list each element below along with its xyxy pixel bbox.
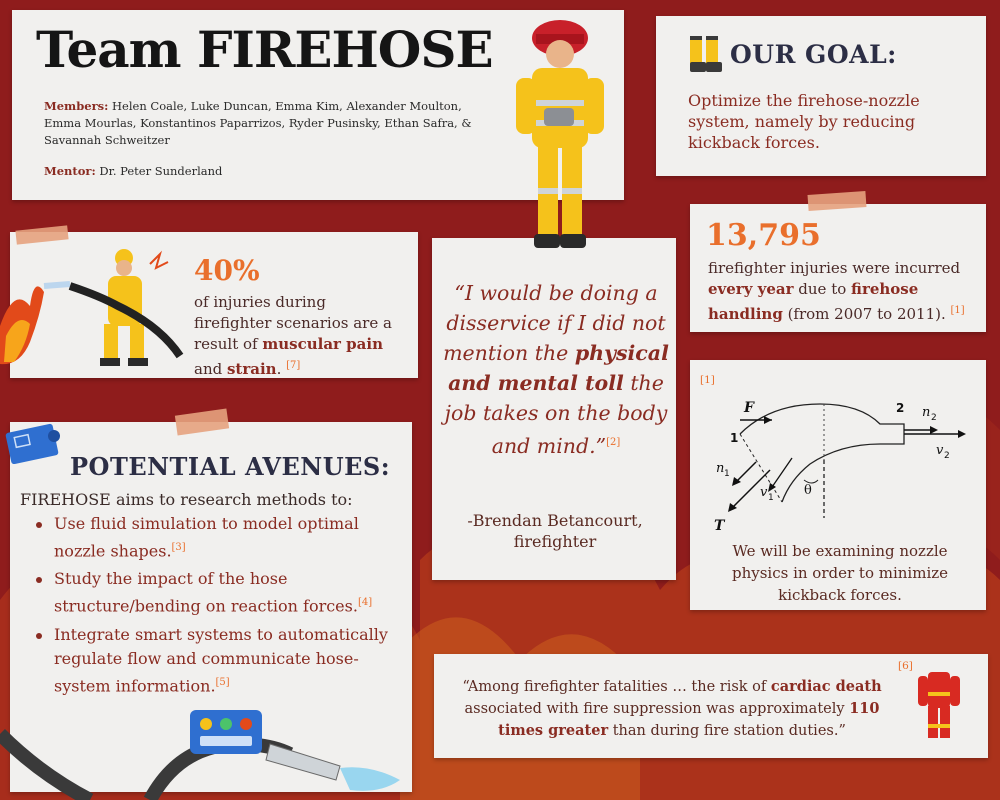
- n2-sub-label: 2: [931, 413, 937, 423]
- goal-text: Optimize the firehose-nozzle system, nam…: [688, 91, 920, 152]
- nozzle-ref: [1]: [700, 374, 715, 386]
- list-item: Integrate smart systems to automatically…: [36, 623, 404, 698]
- hose-firefighter-illustration: [0, 249, 184, 366]
- members-list: Helen Coale, Luke Duncan, Emma Kim, Alex…: [44, 99, 472, 147]
- point1-label: 1: [730, 431, 738, 445]
- avenues-title: POTENTIAL AVENUES:: [70, 452, 391, 481]
- list-item: Use fluid simulation to model optimal no…: [36, 512, 404, 563]
- v1-sub-label: 1: [768, 493, 774, 503]
- blueprint-icon: [5, 423, 60, 464]
- mentor-name: Dr. Peter Sunderland: [99, 164, 223, 178]
- muscular-stat-panel: [10, 232, 418, 378]
- quote-panel: [432, 238, 676, 580]
- mentor-text: Mentor: Dr. Peter Sunderland: [44, 164, 222, 178]
- page-title: Team FIREHOSE: [36, 20, 494, 79]
- nozzle-panel: [690, 360, 986, 610]
- cardiac-panel: [434, 654, 988, 758]
- members-text: Members: Helen Coale, Luke Duncan, Emma …: [44, 98, 484, 149]
- n1-sub-label: 1: [724, 469, 730, 479]
- v2-label: v: [936, 443, 944, 458]
- quote-author: -Brendan Betancourt, firefighter: [467, 511, 643, 551]
- v2-sub-label: 2: [944, 451, 950, 461]
- injuries-stat-value: 13,795: [706, 218, 821, 253]
- cardiac-ref: [6]: [898, 660, 913, 672]
- v1-label: v: [760, 485, 768, 500]
- point2-label: 2: [896, 401, 904, 415]
- theta-label: θ: [804, 483, 812, 498]
- n1-label: n: [716, 461, 724, 476]
- injuries-stat-text: firefighter injuries were incurred every…: [708, 259, 965, 323]
- members-label: Members:: [44, 99, 109, 113]
- muscular-stat-value: 40%: [194, 254, 260, 287]
- nozzle-diagram: F 1 2 n 2 v 2 n 1 v 1 θ T: [714, 400, 966, 534]
- n2-label: n: [922, 405, 930, 420]
- nozzle-caption: We will be examining nozzle physics in o…: [731, 542, 949, 604]
- injuries-stat-panel: [690, 204, 986, 332]
- mentor-label: Mentor:: [44, 164, 96, 178]
- list-item: Study the impact of the hose structure/b…: [36, 567, 404, 618]
- goal-title: OUR GOAL:: [730, 40, 897, 69]
- force-f-label: F: [743, 400, 755, 416]
- avenues-intro: FIREHOSE aims to research methods to:: [20, 490, 353, 509]
- smart-hose-illustration: [0, 710, 400, 800]
- tension-t-label: T: [714, 518, 726, 534]
- firefighter-quote: “I would be doing a disservice if I did …: [443, 281, 669, 458]
- muscular-stat-text: of injuries during firefighter scenarios…: [194, 293, 392, 378]
- firefighter-illustration: [516, 20, 604, 248]
- firesuit-icon: [918, 672, 960, 738]
- boots-icon: [690, 36, 722, 72]
- cardiac-quote: “Among firefighter fatalities … the risk…: [462, 678, 882, 739]
- avenues-list: Use fluid simulation to model optimal no…: [36, 512, 404, 702]
